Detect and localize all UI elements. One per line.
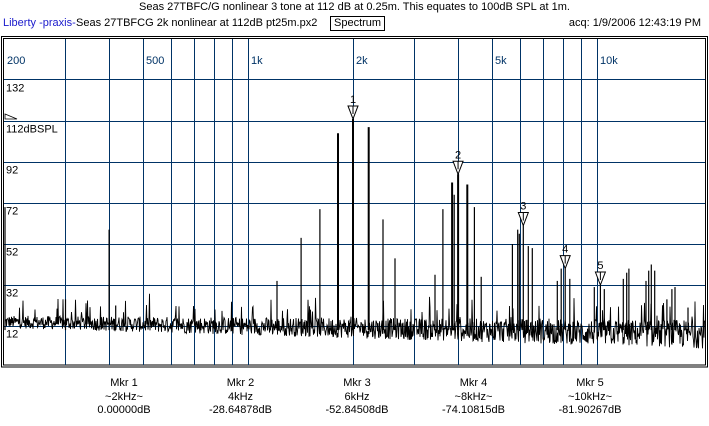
marker-label: Mkr 3 [343, 377, 371, 389]
app-name: Liberty -praxis- [3, 17, 76, 29]
marker-number: 4 [562, 244, 568, 256]
marker-label: Mkr 5 [576, 377, 604, 389]
x-tick-label: 1k [251, 55, 263, 67]
marker-label: Mkr 4 [459, 377, 488, 389]
spectrum-view-button[interactable]: Spectrum [330, 16, 386, 31]
marker-readout: Mkr 2 4kHz -28.64878dB [186, 377, 296, 418]
marker-value-label: -28.64878dB [209, 404, 272, 416]
marker-label: Mkr 2 [226, 377, 255, 389]
y-tick-label: 32 [6, 288, 18, 300]
marker-freq-label: ~10kHz~ [567, 390, 613, 403]
x-tick-label: 500 [146, 55, 164, 67]
marker-value-label: 0.00000dB [97, 404, 151, 416]
x-tick-label: 2k [356, 55, 368, 67]
marker-freq-label: ~8kHz~ [454, 390, 493, 403]
marker-readout: Mkr 5 ~10kHz~ -81.90267dB [535, 377, 645, 418]
marker-value-label: -81.90267dB [558, 404, 622, 416]
marker-readout: Mkr 3 6kHz -52.84508dB [302, 377, 412, 418]
y-tick-label: 112dBSPL [6, 124, 58, 136]
marker-readout: Mkr 4 ~8kHz~ -74.10815dB [419, 377, 529, 418]
reference-level-icon [4, 113, 18, 120]
marker-number: 2 [455, 149, 461, 161]
marker-number: 1 [350, 94, 356, 106]
y-tick-label: 52 [6, 247, 18, 259]
x-tick-label: 200 [7, 55, 25, 67]
y-tick-label: 92 [6, 165, 18, 177]
marker-readout: Mkr 1 ~2kHz~ 0.00000dB [69, 377, 179, 418]
marker-value-label: -52.84508dB [325, 404, 389, 416]
marker-label: Mkr 1 [110, 377, 138, 389]
y-tick-label: 132 [6, 83, 24, 95]
x-tick-label: 10k [600, 55, 618, 67]
plot-frame [3, 38, 706, 366]
marker-freq-label: 4kHz [227, 390, 254, 403]
y-tick-label: 72 [6, 206, 18, 218]
outer-frame [1, 36, 708, 368]
spectrum-trace [4, 293, 705, 349]
marker-number: 5 [597, 260, 603, 272]
x-tick-label: 5k [495, 55, 507, 67]
marker-freq-label: ~2kHz~ [105, 390, 143, 403]
marker-value-label: -74.10815dB [442, 404, 505, 416]
file-name: Seas 27TBFCG 2k nonlinear at 112dB pt25m… [76, 17, 318, 29]
marker-number: 3 [520, 201, 526, 213]
marker-freq-label: 6kHz [344, 390, 370, 403]
acquisition-timestamp: acq: 1/9/2006 12:43:19 PM [568, 17, 701, 29]
chart-title: Seas 27TBFC/G nonlinear 3 tone at 112 dB… [139, 1, 570, 13]
y-tick-label: 12 [6, 329, 18, 341]
